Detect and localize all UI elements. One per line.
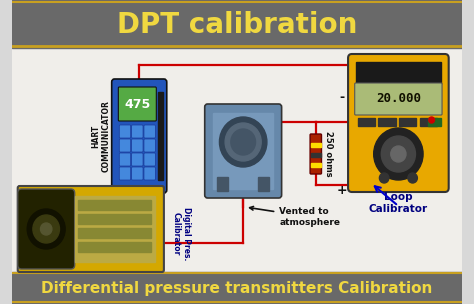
FancyBboxPatch shape [144,125,155,138]
Bar [12,48,462,272]
Bar [356,62,441,84]
FancyBboxPatch shape [119,125,131,138]
FancyBboxPatch shape [132,153,143,166]
Text: Vented to
atmosphere: Vented to atmosphere [250,206,340,227]
FancyBboxPatch shape [310,134,321,174]
FancyBboxPatch shape [118,87,156,121]
Circle shape [381,136,416,172]
FancyBboxPatch shape [119,167,131,180]
Bar [428,118,441,126]
Circle shape [40,223,52,235]
Bar [78,214,151,224]
Bar [75,196,155,262]
Text: 20.000: 20.000 [376,92,421,105]
FancyBboxPatch shape [119,139,131,152]
Circle shape [408,173,418,183]
FancyBboxPatch shape [18,186,164,272]
Circle shape [231,129,255,155]
Bar [378,118,395,126]
FancyBboxPatch shape [205,104,282,198]
FancyBboxPatch shape [144,139,155,152]
Circle shape [374,128,423,180]
Bar [12,0,462,48]
Bar [399,118,417,126]
FancyBboxPatch shape [18,189,75,269]
Text: 250 ohms: 250 ohms [324,131,333,177]
Text: Differential pressure transmitters Calibration: Differential pressure transmitters Calib… [41,281,433,295]
Circle shape [391,146,406,162]
Bar [258,177,269,191]
Bar [311,163,320,167]
FancyBboxPatch shape [112,79,167,193]
Text: DPT calibration: DPT calibration [117,11,357,39]
Text: Digital Pres.
Calibrator: Digital Pres. Calibrator [172,207,191,261]
Circle shape [27,209,65,249]
FancyBboxPatch shape [355,83,442,115]
Circle shape [33,215,59,243]
Text: HART
COMMUNICATOR: HART COMMUNICATOR [91,100,111,172]
Text: +: + [337,185,348,198]
FancyBboxPatch shape [132,167,143,180]
FancyBboxPatch shape [144,153,155,166]
Bar [12,272,462,304]
Bar [311,143,320,147]
FancyBboxPatch shape [132,139,143,152]
Circle shape [379,173,389,183]
Text: Loop
Calibrator: Loop Calibrator [369,192,428,214]
FancyBboxPatch shape [144,167,155,180]
FancyBboxPatch shape [119,153,131,166]
Bar [217,177,228,191]
Circle shape [429,117,435,123]
FancyBboxPatch shape [132,125,143,138]
Bar [78,200,151,210]
Bar [311,153,320,157]
Bar [78,242,151,252]
Text: 475: 475 [124,98,150,110]
Text: -: - [340,92,345,105]
Bar [158,92,163,180]
FancyBboxPatch shape [348,54,449,192]
Bar [357,118,374,126]
Circle shape [225,123,261,161]
Bar [213,113,273,189]
Circle shape [219,117,267,167]
Bar [78,228,151,238]
Bar [420,118,438,126]
